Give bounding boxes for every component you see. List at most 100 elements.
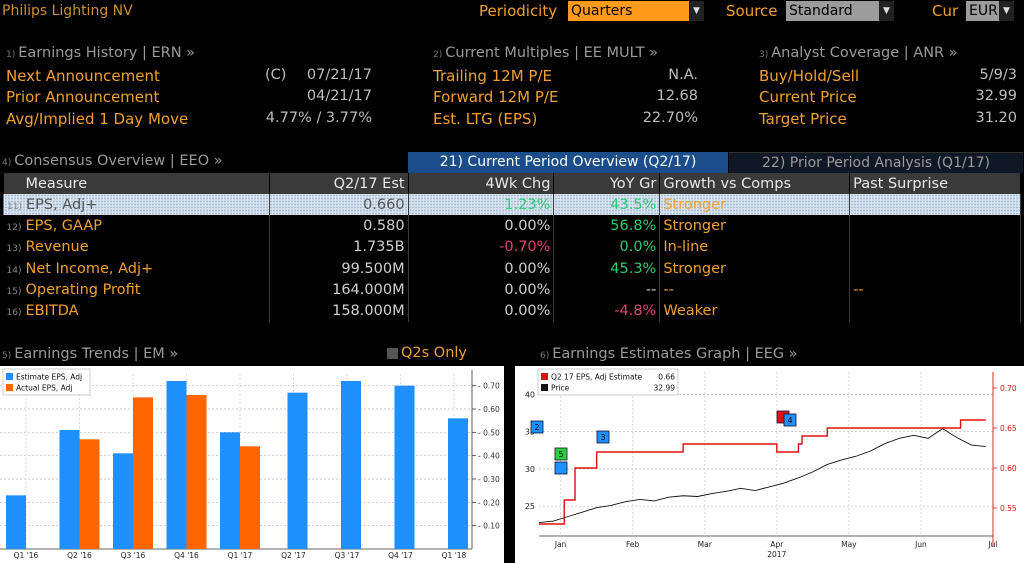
q2s-only-checkbox[interactable] [387,348,398,359]
left-tick-label: 35 [525,428,535,437]
event-marker [596,430,610,444]
table-row[interactable]: 11) EPS, Adj+ 0.660 1.23% 43.5% Stronger [3,194,1021,216]
estimate-cell: 164.000M [269,279,409,301]
event-marker [530,420,544,434]
tab-current-period[interactable]: 21) Current Period Overview (Q2/17) [408,152,728,173]
right-tick-label: 0.65 [1000,424,1017,433]
x-tick-label: Q1 '18 [442,551,467,560]
left-tick-label: 25 [525,502,535,511]
col-4wk-chg[interactable]: 4Wk Chg [408,173,555,194]
y-tick-label: - 0.50 [478,428,500,437]
earnings-history-header[interactable]: 1) Earnings History | ERN » [6,45,196,61]
col-estimate[interactable]: Q2/17 Est [269,173,409,194]
measure-cell[interactable]: 11) EPS, Adj+ [3,194,270,216]
surprise-cell [849,194,1021,216]
estimate-cell: 99.500M [269,257,409,280]
legend-label-price: Price [551,384,570,393]
x-tick-label: Q4 '17 [388,551,413,560]
earnings-trends-header[interactable]: 5) Earnings Trends | EM » [2,346,179,362]
measure-cell[interactable]: 16) EBITDA [3,300,270,322]
event-marker-label: 2 [534,423,539,432]
yoy-cell: 43.5% [553,194,661,216]
event-marker [554,461,568,475]
event-marker [783,413,797,427]
current-price-value: 32.99 [975,88,1017,104]
x-tick-label: Mar [698,540,713,549]
earnings-trends-chart[interactable]: - 0.10 - 0.20 - 0.30 - 0.40 - 0.50 - 0.60 - 0.… [0,366,504,563]
legend-label-actual: Actual EPS, Adj [16,384,73,393]
measure-cell[interactable]: 14) Net Income, Adj+ [3,257,270,280]
legend-box [537,368,679,396]
event-marker-label: 4 [787,416,792,425]
y-tick-label: - 0.40 [478,452,500,461]
q2s-only-label[interactable]: Q2s Only [401,345,468,361]
x-tick-label: Q2 '16 [67,551,92,560]
periodicity-dropdown-icon[interactable]: ▼ [689,1,704,21]
target-price-label: Target Price [759,110,847,128]
earnings-trends-svg: - 0.10 - 0.20 - 0.30 - 0.40 - 0.50 - 0.60 - 0.… [0,368,500,560]
left-tick-label: 40 [525,390,535,399]
surprise-cell [849,257,1021,280]
trailing-pe-value: N.A. [668,67,698,83]
growth-cell: Stronger [659,194,851,216]
next-announcement-label: Next Announcement [6,67,160,85]
x-tick-label: Q3 '16 [121,551,146,560]
col-growth-vs-comps[interactable]: Growth vs Comps [659,173,851,194]
measure-cell[interactable]: 15) Operating Profit [3,279,270,301]
legend-value-price: 32.99 [654,384,676,393]
growth-cell: Weaker [659,300,851,322]
right-tick-label: 0.60 [1000,464,1017,473]
surprise-cell [849,215,1021,237]
source-label: Source [726,2,778,20]
x-tick-label: Q4 '16 [174,551,199,560]
earnings-graph-header[interactable]: 6) Earnings Estimates Graph | EEG » [540,346,798,362]
table-row[interactable]: 14) Net Income, Adj+ 99.500M 0.00% 45.3% Stro… [3,257,1021,280]
left-tick-label: 30 [525,465,535,474]
implied-move-label: Avg/Implied 1 Day Move [6,110,189,128]
x-tick-label: Jun [914,540,927,549]
measure-cell[interactable]: 12) EPS, GAAP [3,215,270,237]
chg-cell: 0.00% [408,279,555,301]
table-row[interactable]: 13) Revenue 1.735B -0.70% 0.0% In-line [3,236,1021,258]
actual-bar [133,397,153,549]
table-row[interactable]: 12) EPS, GAAP 0.580 0.00% 56.8% Stronger [3,215,1021,237]
ltg-value: 22.70% [642,110,698,126]
measure-cell[interactable]: 13) Revenue [3,236,270,258]
estimate-bar [220,432,240,549]
yoy-cell: 45.3% [553,257,661,280]
estimate-bar [287,392,308,549]
source-select[interactable]: Standard [786,1,879,21]
currency-select[interactable]: EUR [966,1,999,21]
earnings-estimates-chart[interactable]: 25 30 35 40 Jan Feb Mar Apr May Jun Jul 2017 0.55 0.6… [515,366,1024,563]
table-row[interactable]: 15) Operating Profit 164.000M 0.00% -- -- -- [3,279,1021,301]
estimate-cell: 158.000M [269,300,409,322]
source-dropdown-icon[interactable]: ▼ [879,1,894,21]
yoy-cell: -4.8% [553,300,661,322]
forward-pe-label: Forward 12M P/E [433,88,559,106]
consensus-overview-header[interactable]: 4) Consensus Overview | EEO » [2,153,223,169]
col-past-surprise[interactable]: Past Surprise [849,173,1021,194]
tab-prior-period[interactable]: 22) Prior Period Analysis (Q1/17) [729,152,1023,173]
estimate-bar [6,495,26,549]
current-multiples-header[interactable]: 2) Current Multiples | EE MULT » [433,45,659,61]
estimate-bar [166,381,187,549]
table-row[interactable]: 16) EBITDA 158.000M 0.00% -4.8% Weaker [3,300,1021,322]
right-tick-label: 0.70 [1000,384,1017,393]
growth-cell: Stronger [659,215,851,237]
legend-label-estimate: Estimate EPS, Adj [16,373,82,382]
prior-announcement-label: Prior Announcement [6,88,160,106]
right-tick-label: 0.55 [1000,504,1017,513]
col-measure[interactable]: Measure [3,173,270,194]
actual-bar [79,439,100,549]
periodicity-select[interactable]: Quarters [568,1,689,21]
analyst-coverage-header[interactable]: 3) Analyst Coverage | ANR » [759,45,958,61]
implied-move-value: 4.77% / 3.77% [265,110,372,126]
currency-dropdown-icon[interactable]: ▼ [999,1,1014,21]
y-tick-label: - 0.30 [478,475,500,484]
chg-cell: 0.00% [408,215,555,237]
trailing-pe-label: Trailing 12M P/E [433,67,552,85]
x-tick-label: Jan [554,540,567,549]
col-yoy-gr[interactable]: YoY Gr [553,173,661,194]
company-name: Philips Lighting NV [2,3,133,19]
